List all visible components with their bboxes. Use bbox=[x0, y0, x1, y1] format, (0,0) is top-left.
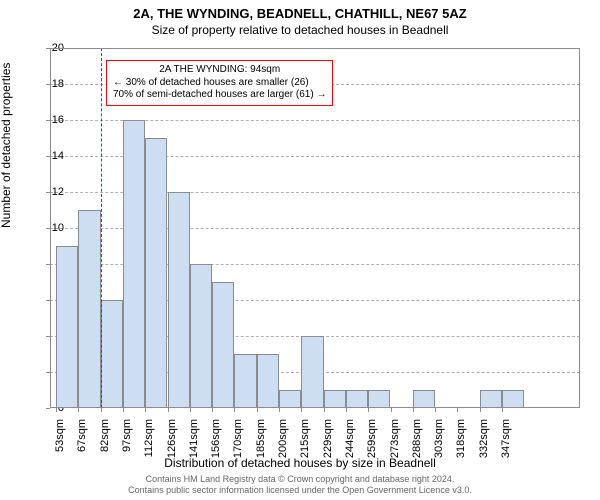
histogram-bar bbox=[346, 390, 368, 408]
address-title: 2A, THE WYNDING, BEADNELL, CHATHILL, NE6… bbox=[0, 6, 600, 21]
marker-line bbox=[101, 48, 102, 408]
y-tick-label: 16 bbox=[52, 114, 64, 126]
annotation-box: 2A THE WYNDING: 94sqm ← 30% of detached … bbox=[106, 60, 333, 106]
chart-plot-area: 2A THE WYNDING: 94sqm ← 30% of detached … bbox=[50, 48, 580, 408]
histogram-bar bbox=[190, 264, 212, 408]
y-tick-label: 14 bbox=[52, 150, 64, 162]
histogram-bar bbox=[413, 390, 435, 408]
y-tick-label: 10 bbox=[52, 222, 64, 234]
histogram-bar bbox=[324, 390, 346, 408]
histogram-bar bbox=[301, 336, 323, 408]
footer-line2: Contains public sector information licen… bbox=[0, 485, 600, 496]
y-tick-label: 12 bbox=[52, 186, 64, 198]
x-axis-label: Distribution of detached houses by size … bbox=[0, 456, 600, 470]
histogram-bar bbox=[257, 354, 279, 408]
footer-attribution: Contains HM Land Registry data © Crown c… bbox=[0, 474, 600, 496]
y-axis-label: Number of detached properties bbox=[0, 63, 13, 228]
histogram-bar bbox=[212, 282, 234, 408]
histogram-bar bbox=[78, 210, 100, 408]
histogram-bar bbox=[368, 390, 390, 408]
histogram-bar bbox=[480, 390, 502, 408]
histogram-bar bbox=[145, 138, 167, 408]
annotation-line2: ← 30% of detached houses are smaller (26… bbox=[113, 77, 326, 90]
y-tick-label: 20 bbox=[52, 42, 64, 54]
subtitle: Size of property relative to detached ho… bbox=[0, 23, 600, 37]
histogram-bar bbox=[279, 390, 301, 408]
histogram-bar bbox=[168, 192, 190, 408]
y-tick-label: 18 bbox=[52, 78, 64, 90]
histogram-bar bbox=[234, 354, 256, 408]
histogram-bar bbox=[502, 390, 524, 408]
histogram-bar bbox=[101, 300, 123, 408]
annotation-line1: 2A THE WYNDING: 94sqm bbox=[113, 64, 326, 77]
annotation-line3: 70% of semi-detached houses are larger (… bbox=[113, 89, 326, 102]
histogram-bar bbox=[123, 120, 145, 408]
histogram-bar bbox=[56, 246, 78, 408]
footer-line1: Contains HM Land Registry data © Crown c… bbox=[0, 474, 600, 485]
